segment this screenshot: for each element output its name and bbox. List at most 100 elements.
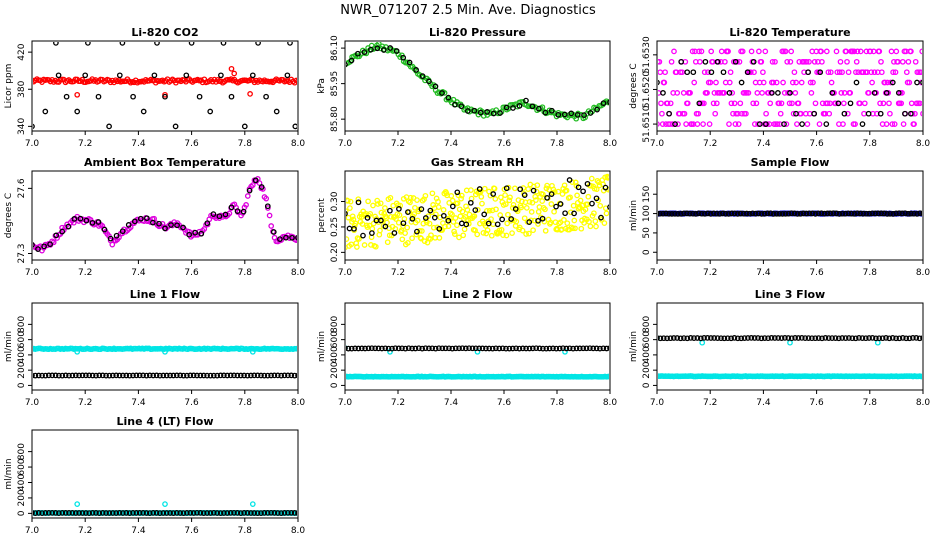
x-tick-label: 7.0 — [650, 139, 665, 149]
data-point — [484, 109, 491, 115]
data-point — [691, 335, 697, 341]
data-point — [196, 93, 203, 100]
data-point — [877, 100, 883, 107]
data-point — [194, 372, 200, 379]
data-point — [200, 510, 207, 516]
x-tick-label: 8.0 — [603, 139, 618, 149]
data-point — [760, 69, 766, 76]
data-point — [758, 335, 765, 342]
x-tick-label: 7.8 — [550, 268, 565, 278]
data-point — [587, 345, 593, 352]
data-point — [69, 372, 76, 379]
data-point — [404, 224, 411, 231]
data-point — [708, 335, 714, 341]
y-tick-label: 200 — [642, 361, 652, 378]
data-point — [349, 213, 356, 220]
y-tick-label: 0 — [17, 510, 27, 516]
data-point — [493, 345, 499, 352]
data-point — [577, 197, 584, 204]
data-point — [824, 100, 831, 107]
data-point — [241, 372, 247, 379]
y-tick-label: 0.30 — [330, 191, 340, 211]
data-point — [920, 79, 922, 86]
data-point — [854, 48, 861, 55]
series-temperature — [658, 48, 922, 127]
x-tick-label: 7.2 — [703, 268, 717, 278]
data-point — [504, 220, 511, 227]
data-point — [920, 111, 922, 117]
data-point — [448, 193, 455, 199]
data-point — [173, 372, 180, 379]
data-point — [157, 510, 163, 516]
data-point — [534, 182, 541, 189]
data-point — [375, 345, 382, 352]
data-point — [281, 372, 288, 379]
data-point — [405, 240, 411, 246]
data-point — [597, 345, 603, 352]
data-point — [660, 210, 666, 217]
data-point — [530, 187, 537, 194]
data-point — [823, 48, 830, 55]
data-point — [271, 372, 278, 379]
data-point — [846, 335, 852, 341]
chart-title: Li-820 CO2 — [131, 26, 198, 39]
data-point — [76, 372, 82, 379]
data-point — [210, 211, 217, 217]
data-point — [42, 372, 49, 379]
data-point — [106, 510, 113, 516]
data-point — [234, 208, 241, 214]
data-point — [454, 222, 460, 229]
data-point — [825, 335, 832, 341]
data-point — [163, 372, 170, 379]
data-point — [93, 510, 99, 516]
data-point — [898, 100, 905, 107]
data-point — [66, 510, 72, 516]
data-point — [878, 58, 884, 65]
data-point — [430, 224, 437, 231]
data-point — [533, 197, 539, 203]
data-point — [274, 372, 281, 379]
data-point — [884, 211, 890, 217]
data-point — [228, 93, 235, 100]
data-point — [352, 345, 358, 352]
data-point — [53, 232, 60, 239]
data-point — [666, 210, 672, 217]
data-point — [74, 91, 81, 98]
data-point — [109, 241, 116, 248]
data-point — [911, 210, 917, 217]
data-point — [542, 109, 549, 116]
data-point — [416, 206, 422, 213]
y-tick-label: 51.6510 — [642, 105, 652, 142]
data-point — [207, 108, 214, 115]
data-point — [535, 208, 542, 215]
data-point — [519, 345, 526, 352]
chart-title: Sample Flow — [751, 156, 830, 169]
data-point — [903, 69, 910, 76]
data-point — [899, 58, 906, 65]
data-point — [770, 79, 777, 86]
x-tick-label: 7.4 — [444, 398, 459, 408]
data-point — [479, 200, 485, 207]
x-tick-label: 7.8 — [550, 139, 565, 149]
data-point — [285, 372, 291, 379]
data-point — [454, 200, 461, 207]
plot-frame — [344, 40, 611, 132]
chart-title: Li-820 Temperature — [729, 26, 850, 39]
data-point — [866, 335, 872, 341]
data-point — [432, 345, 439, 352]
data-point — [441, 90, 448, 96]
data-point — [523, 231, 529, 237]
data-point — [889, 121, 896, 127]
data-point — [295, 78, 297, 84]
data-point — [489, 345, 496, 352]
data-point — [684, 335, 691, 342]
data-point — [346, 236, 350, 242]
data-point — [741, 335, 748, 341]
data-point — [785, 210, 792, 217]
data-point — [701, 69, 708, 76]
data-point — [920, 210, 922, 216]
data-point — [748, 335, 755, 341]
data-point — [41, 243, 47, 250]
data-point — [519, 227, 526, 234]
data-point — [662, 69, 668, 76]
